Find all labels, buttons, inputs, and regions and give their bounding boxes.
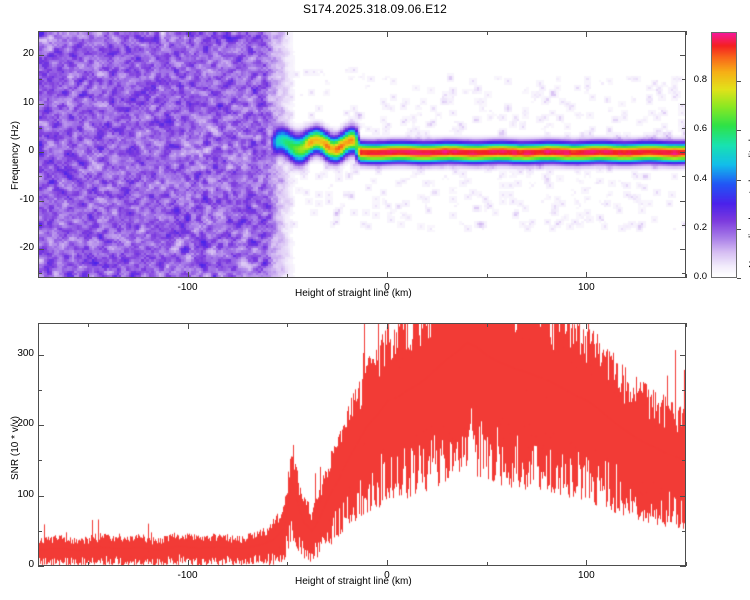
spectrogram-ytick-minor-right: [682, 273, 686, 275]
spectrogram-ytick-label: 10: [22, 96, 34, 108]
spectrogram-xtick-minor: [686, 274, 687, 278]
snr-xtick-label: 100: [577, 570, 595, 581]
colorbar-tick-label: 0.4: [693, 172, 707, 184]
colorbar-tick-label: 0.2: [693, 221, 707, 233]
snr-xtick-major: [586, 560, 588, 566]
spectrogram-ytick-major-right: [680, 152, 686, 154]
spectrogram-ytick-major: [38, 200, 44, 202]
spectrogram-ytick-major: [38, 103, 44, 105]
spectrogram-xtick-major: [586, 272, 588, 278]
spectrogram-xtick-minor: [87, 274, 89, 278]
spectrogram-xtick-minor-top: [486, 31, 488, 35]
spectrogram-ytick-minor-right: [682, 224, 686, 226]
spectrogram-ytick-minor-right: [682, 31, 686, 32]
snr-xtick-minor: [287, 562, 289, 566]
snr-ytick-minor-right: [682, 389, 686, 391]
spectrogram-xtick-major: [386, 272, 388, 278]
snr-ytick-major-right: [680, 495, 686, 497]
snr-plot-area[interactable]: [38, 323, 686, 566]
spectrogram-ytick-label: -20: [19, 241, 34, 253]
spectrogram-xtick-minor: [287, 274, 289, 278]
spectrogram-y-axis-title: Frequency (Hz): [10, 121, 21, 190]
spectrogram-ytick-major-right: [680, 248, 686, 250]
spectrogram-ytick-minor: [38, 273, 42, 275]
colorbar-tick: [737, 81, 741, 83]
snr-ytick-label: 0: [28, 559, 34, 570]
spectrogram-xtick-label: 0: [384, 282, 390, 293]
colorbar-tick: [737, 228, 741, 230]
colorbar-tick-label: 0.8: [693, 74, 707, 86]
figure-title: S174.2025.318.09.06.E12: [302, 2, 448, 16]
spectrogram-xtick-major-top: [187, 31, 189, 37]
snr-ytick-minor: [38, 389, 42, 391]
spectrogram-ytick-major: [38, 248, 44, 250]
spectrogram-xtick-major: [187, 272, 189, 278]
colorbar-tick: [737, 278, 741, 279]
spectrogram-ytick-minor: [38, 79, 42, 81]
snr-xtick-minor: [686, 562, 687, 566]
spectrogram-ytick-label: 0: [28, 145, 34, 157]
snr-ytick-minor: [38, 460, 42, 462]
spectrogram-plot-area[interactable]: [38, 31, 686, 278]
snr-ytick-label: 200: [17, 418, 34, 430]
snr-ytick-major-right: [680, 566, 686, 567]
spectrogram-xtick-major-top: [586, 31, 588, 37]
spectrogram-xtick-minor-top: [287, 31, 289, 35]
spectrogram-xtick-minor-top: [686, 31, 687, 35]
snr-xtick-major: [187, 560, 189, 566]
snr-ytick-minor-right: [682, 530, 686, 532]
spectrogram-ytick-minor-right: [682, 79, 686, 81]
snr-ytick-minor: [38, 530, 42, 532]
snr-ytick-major: [38, 566, 44, 567]
spectrogram-xtick-minor: [486, 274, 488, 278]
snr-xtick-label: -100: [177, 570, 198, 581]
spectrogram-ytick-minor: [38, 31, 42, 32]
spectrogram-ytick-minor: [38, 224, 42, 226]
colorbar-gradient[interactable]: [711, 32, 737, 278]
colorbar-tick: [737, 179, 741, 181]
snr-xtick-minor: [486, 562, 488, 566]
snr-ytick-major-right: [680, 354, 686, 356]
colorbar-tick: [737, 130, 741, 132]
spectrogram-ytick-label: 20: [22, 48, 34, 60]
spectrogram-ytick-minor-right: [682, 176, 686, 178]
snr-xtick-minor-top: [486, 323, 488, 327]
spectrogram-ytick-minor: [38, 127, 42, 129]
snr-ytick-major: [38, 495, 44, 497]
snr-ytick-major: [38, 354, 44, 356]
spectrogram-ytick-major-right: [680, 55, 686, 57]
spectrogram-xtick-label: 100: [577, 282, 595, 293]
colorbar-tick-label: 0.0: [693, 271, 707, 282]
snr-xtick-minor: [87, 562, 89, 566]
spectrogram-xtick-label: -100: [177, 282, 198, 293]
spectrogram-ytick-minor: [38, 176, 42, 178]
snr-xtick-major-top: [386, 323, 388, 329]
snr-ytick-major: [38, 425, 44, 427]
snr-xtick-label: 0: [384, 570, 390, 581]
snr-xtick-major: [386, 560, 388, 566]
spectrogram-xtick-major-top: [386, 31, 388, 37]
spectrogram-ytick-major-right: [680, 103, 686, 105]
snr-ytick-label: 100: [17, 488, 34, 500]
snr-xtick-minor-top: [686, 323, 687, 327]
snr-xtick-major-top: [187, 323, 189, 329]
snr-xtick-minor-top: [87, 323, 89, 327]
colorbar-tick-label: 0.6: [693, 123, 707, 135]
snr-ytick-major-right: [680, 425, 686, 427]
snr-x-axis-title: Height of straight line (km): [295, 576, 412, 587]
snr-xtick-minor-top: [287, 323, 289, 327]
spectrogram-ytick-major: [38, 55, 44, 57]
snr-y-axis-title: SNR (10 * v/v): [10, 416, 21, 480]
spectrogram-ytick-major: [38, 152, 44, 154]
snr-ytick-minor-right: [682, 460, 686, 462]
snr-xtick-major-top: [586, 323, 588, 329]
spectrogram-ytick-label: -10: [19, 193, 34, 205]
spectrogram-ytick-major-right: [680, 200, 686, 202]
spectrogram-xtick-minor-top: [87, 31, 89, 35]
spectrogram-ytick-minor-right: [682, 127, 686, 129]
spectrogram-x-axis-title: Height of straight line (km): [295, 288, 412, 299]
snr-ytick-label: 300: [17, 347, 34, 359]
